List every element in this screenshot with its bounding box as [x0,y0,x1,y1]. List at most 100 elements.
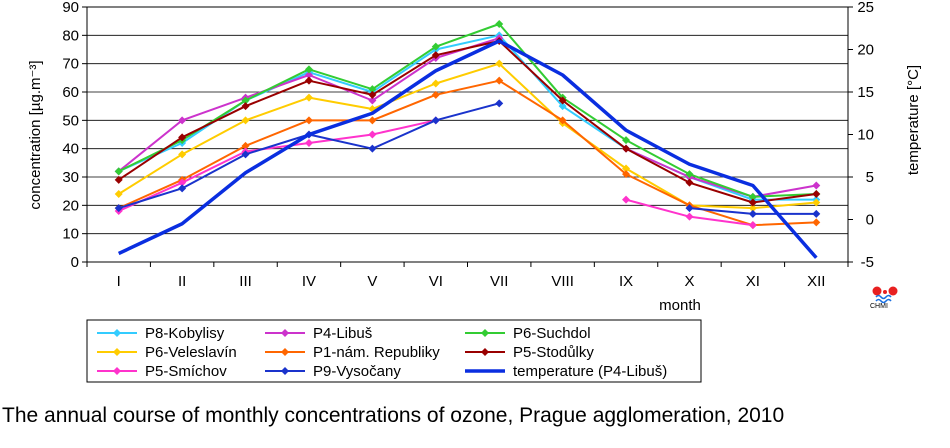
logo-wave [875,294,892,300]
y-tick-label: 50 [62,112,79,129]
data-point-1 [178,116,187,125]
x-tick-label: III [239,273,252,290]
data-point-7 [241,150,250,159]
data-point-2 [685,170,694,179]
series-lines [114,20,821,259]
y2-tick-label: 20 [857,42,874,59]
legend-label: P6-Suchdol [513,325,591,342]
data-point-5 [685,178,694,187]
x-tick-label: I [117,273,121,290]
legend-label: P9-Vysočany [313,363,401,380]
y2-tick-label: 5 [866,169,874,186]
y-tick-label: 40 [62,141,79,158]
data-point-5 [622,144,631,153]
data-point-7 [495,99,504,108]
data-point-3 [812,198,821,207]
data-point-2 [304,65,313,74]
y-tick-label: 0 [71,254,79,271]
data-point-5 [178,133,187,142]
y-axis-title: concentration [µg.m⁻³] [27,60,44,209]
data-point-3 [178,150,187,159]
legend: P8-Kobylisy P4-Libuš P6-Suchdol P6-Veleslav… [86,319,702,383]
data-point-7 [812,209,821,218]
y-tick-label: 90 [62,0,79,16]
data-point-5 [241,102,250,111]
series-line-8 [117,39,818,259]
data-point-2 [114,167,123,176]
data-point-2 [622,136,631,145]
plot-area [86,6,849,263]
y-tick-label: 70 [62,56,79,73]
legend-box [86,319,702,383]
legend-swatch-marker [113,329,121,337]
data-point-1 [812,181,821,190]
chmi-logo [872,286,898,304]
logo-dot-right [888,286,898,296]
data-point-2 [241,96,250,105]
data-point-7 [748,209,757,218]
legend-label: P8-Kobylisy [145,325,225,342]
data-point-2 [495,20,504,28]
x-tick-label: X [684,273,694,290]
logo-dot-center [883,290,887,294]
data-point-4 [304,116,313,125]
data-point-1 [368,96,377,105]
data-point-4 [368,116,377,125]
data-point-4 [431,90,440,99]
data-point-6 [304,139,313,147]
data-point-2 [431,42,440,51]
x-tick-label: VII [490,273,508,290]
legend-swatch-marker [481,329,489,337]
data-point-6 [368,130,377,139]
data-point-7 [114,204,123,213]
data-point-7 [178,184,187,193]
y-tick-label: 10 [62,226,79,243]
data-point-5 [304,76,313,85]
x-axis-title: month [659,297,701,314]
x-tick-label: VIII [551,273,574,290]
x-tick-label: II [178,273,186,290]
chart-caption: The annual course of monthly concentrati… [2,404,785,427]
data-point-3 [304,93,313,102]
legend-swatch-marker [113,348,121,356]
y-tick-label: 60 [62,84,79,101]
data-point-3 [748,204,757,213]
x-tick-label: XI [746,273,760,290]
series-line-5 [118,40,817,204]
data-point-4 [241,141,250,150]
legend-swatch-marker [281,348,289,356]
data-point-5 [114,175,123,184]
data-point-4 [622,170,631,179]
x-tick-label: XII [807,273,825,290]
legend-swatch-marker [113,367,121,375]
logo-wave-2 [875,298,892,304]
y-tick-label: 30 [62,169,79,186]
data-point-7 [685,204,694,213]
data-point-3 [241,116,250,125]
data-point-4 [812,218,821,227]
data-point-3 [622,164,631,173]
series-line-3 [118,62,817,210]
x-tick-label: IV [302,273,316,290]
x-tick-label: V [367,273,377,290]
data-point-6 [178,178,187,187]
legend-label: P5-Smíchov [145,363,227,380]
data-point-6 [685,212,694,221]
legend-label: temperature (P4-Libuš) [513,363,667,380]
x-tick-label: IX [619,273,633,290]
legend-label: P6-Veleslavín [145,344,237,361]
legend-label: P4-Libuš [313,325,372,342]
y-tick-label: 80 [62,27,79,44]
legend-swatch-marker [281,329,289,337]
data-point-0 [558,102,567,111]
x-tick-label: VI [429,273,443,290]
data-point-6 [748,221,757,230]
data-point-3 [114,190,123,198]
data-point-2 [368,85,377,94]
y2-tick-label: 25 [857,0,874,16]
logo-dot-left [872,286,882,296]
data-point-3 [495,59,504,68]
y2-axis-title: temperature [°C] [905,65,922,175]
data-point-5 [368,90,377,99]
